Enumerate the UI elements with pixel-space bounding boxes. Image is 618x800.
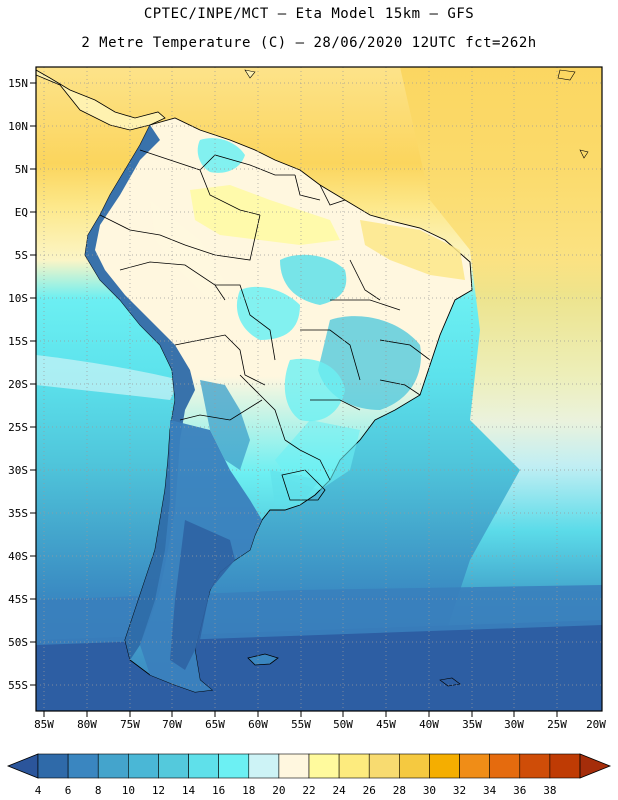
colorbar-swatch: [218, 753, 250, 779]
colorbar-swatch: [459, 753, 490, 779]
colorbar-swatch: [278, 753, 310, 779]
colorbar-label: 30: [423, 784, 436, 797]
lon-label: 50W: [333, 718, 353, 731]
colorbar-low-arrow: [6, 753, 39, 779]
colorbar-swatch: [128, 753, 159, 779]
colorbar-label: 36: [513, 784, 526, 797]
colorbar-swatch: [399, 753, 430, 779]
lon-label: 85W: [34, 718, 54, 731]
lon-label: 70W: [162, 718, 182, 731]
lat-label: 55S: [8, 679, 28, 692]
colorbar-label: 26: [363, 784, 376, 797]
map-subtitle: 2 Metre Temperature (C) – 28/06/2020 12U…: [81, 35, 537, 51]
colorbar-swatch: [248, 753, 280, 779]
longitude-labels: 85W 80W 75W 70W 65W 60W 55W 50W 45W 40W …: [34, 718, 606, 731]
colorbar-swatch: [97, 753, 129, 779]
colorbar-swatch: [67, 753, 99, 779]
colorbar-label: 22: [302, 784, 315, 797]
colorbar-swatch: [519, 753, 551, 779]
colorbar-legend: 4 6 8 10 12 14 16 18 20 22 24 26 28 30 32 34 36 38: [6, 753, 612, 797]
colorbar-label: 4: [35, 784, 42, 797]
lat-label: 15N: [8, 77, 28, 90]
colorbar-swatch: [338, 753, 370, 779]
colorbar-label: 12: [152, 784, 165, 797]
lat-label: 5S: [15, 249, 28, 262]
colorbar-swatch: [429, 753, 460, 779]
colorbar-label: 32: [453, 784, 466, 797]
lat-label: EQ: [15, 206, 28, 219]
lat-label: 5N: [15, 163, 28, 176]
colorbar-label: 34: [483, 784, 497, 797]
colorbar-label: 24: [332, 784, 346, 797]
lon-label: 55W: [291, 718, 311, 731]
colorbar-swatch: [158, 753, 189, 779]
lon-label: 45W: [376, 718, 396, 731]
colorbar-swatch: [308, 753, 340, 779]
colorbar-label: 10: [122, 784, 135, 797]
colorbar-label: 20: [272, 784, 285, 797]
lon-label: 20W: [586, 718, 606, 731]
colorbar-label: 16: [212, 784, 225, 797]
colorbar-swatch: [368, 753, 400, 779]
lon-label: 25W: [547, 718, 567, 731]
lon-label: 40W: [419, 718, 439, 731]
lat-label: 10S: [8, 292, 28, 305]
map-frame: [35, 66, 603, 712]
colorbar-label: 18: [242, 784, 255, 797]
lat-label: 45S: [8, 593, 28, 606]
lat-label: 30S: [8, 464, 28, 477]
graticule: [36, 67, 602, 711]
lat-label: 35S: [8, 507, 28, 520]
colorbar-label: 28: [393, 784, 406, 797]
lon-label: 65W: [205, 718, 225, 731]
colorbar-swatch: [489, 753, 521, 779]
lon-label: 30W: [504, 718, 524, 731]
lon-label: 80W: [77, 718, 97, 731]
lat-label: 15S: [8, 335, 28, 348]
map-title: CPTEC/INPE/MCT – Eta Model 15km – GFS: [143, 6, 475, 22]
colorbar-label: 8: [95, 784, 102, 797]
lon-label: 35W: [462, 718, 482, 731]
lon-label: 75W: [120, 718, 140, 731]
lat-label: 50S: [8, 636, 28, 649]
lat-label: 20S: [8, 378, 28, 391]
colorbar-swatch: [549, 753, 581, 779]
colorbar-label: 14: [182, 784, 196, 797]
colorbar-high-arrow: [579, 753, 612, 779]
colorbar-swatch: [37, 753, 69, 779]
falkland-islands: [247, 653, 279, 666]
colorbar-swatch: [188, 753, 219, 779]
lat-label: 25S: [8, 421, 28, 434]
lon-label: 60W: [248, 718, 268, 731]
lat-label: 10N: [8, 120, 28, 133]
colorbar-label: 6: [65, 784, 72, 797]
lat-label: 40S: [8, 550, 28, 563]
latitude-labels: 15N 10N 5N EQ 5S 10S 15S 20S 25S 30S 35S…: [8, 77, 28, 692]
colorbar-label: 38: [543, 784, 556, 797]
